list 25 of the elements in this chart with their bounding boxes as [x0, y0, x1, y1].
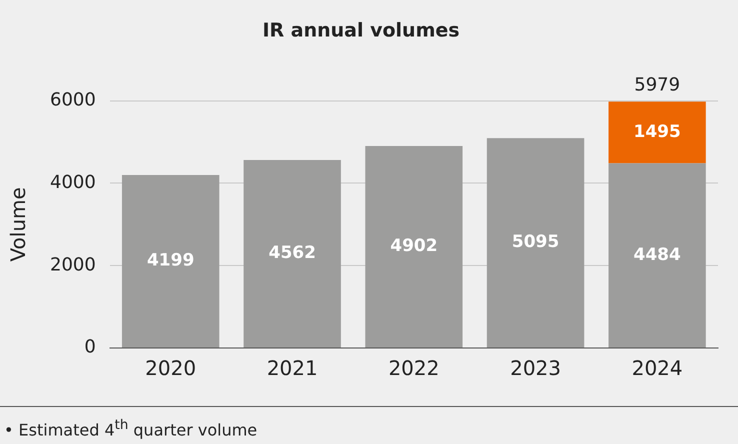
x-tick-label: 2022	[388, 356, 440, 380]
y-tick-label: 0	[84, 336, 96, 358]
y-axis-title: Volume	[6, 187, 30, 262]
bar	[486, 138, 584, 348]
total-label: 5979	[634, 74, 680, 96]
y-tick-label: 2000	[50, 254, 96, 276]
data-label: 4199	[146, 250, 194, 271]
x-tick-label: 2023	[510, 356, 561, 380]
y-tick-label: 4000	[50, 172, 96, 193]
bar	[244, 160, 341, 348]
x-tick-label: 2021	[266, 356, 318, 380]
x-tick-label: 2020	[145, 356, 196, 380]
bar	[608, 102, 706, 164]
y-tick-label: 6000	[50, 89, 96, 110]
data-label: 4902	[390, 236, 438, 256]
data-label: 5095	[512, 232, 560, 252]
data-label: 1495	[634, 122, 681, 142]
bar	[608, 163, 706, 348]
data-label: 4484	[634, 244, 682, 265]
bar	[122, 175, 220, 348]
bar	[365, 146, 463, 348]
chart-title: IR annual volumes	[262, 19, 460, 42]
data-label: 4562	[268, 243, 316, 264]
text: • Estimated 4$^{th}$ quarter volume	[4, 418, 258, 440]
x-tick-label: 2024	[632, 356, 683, 380]
